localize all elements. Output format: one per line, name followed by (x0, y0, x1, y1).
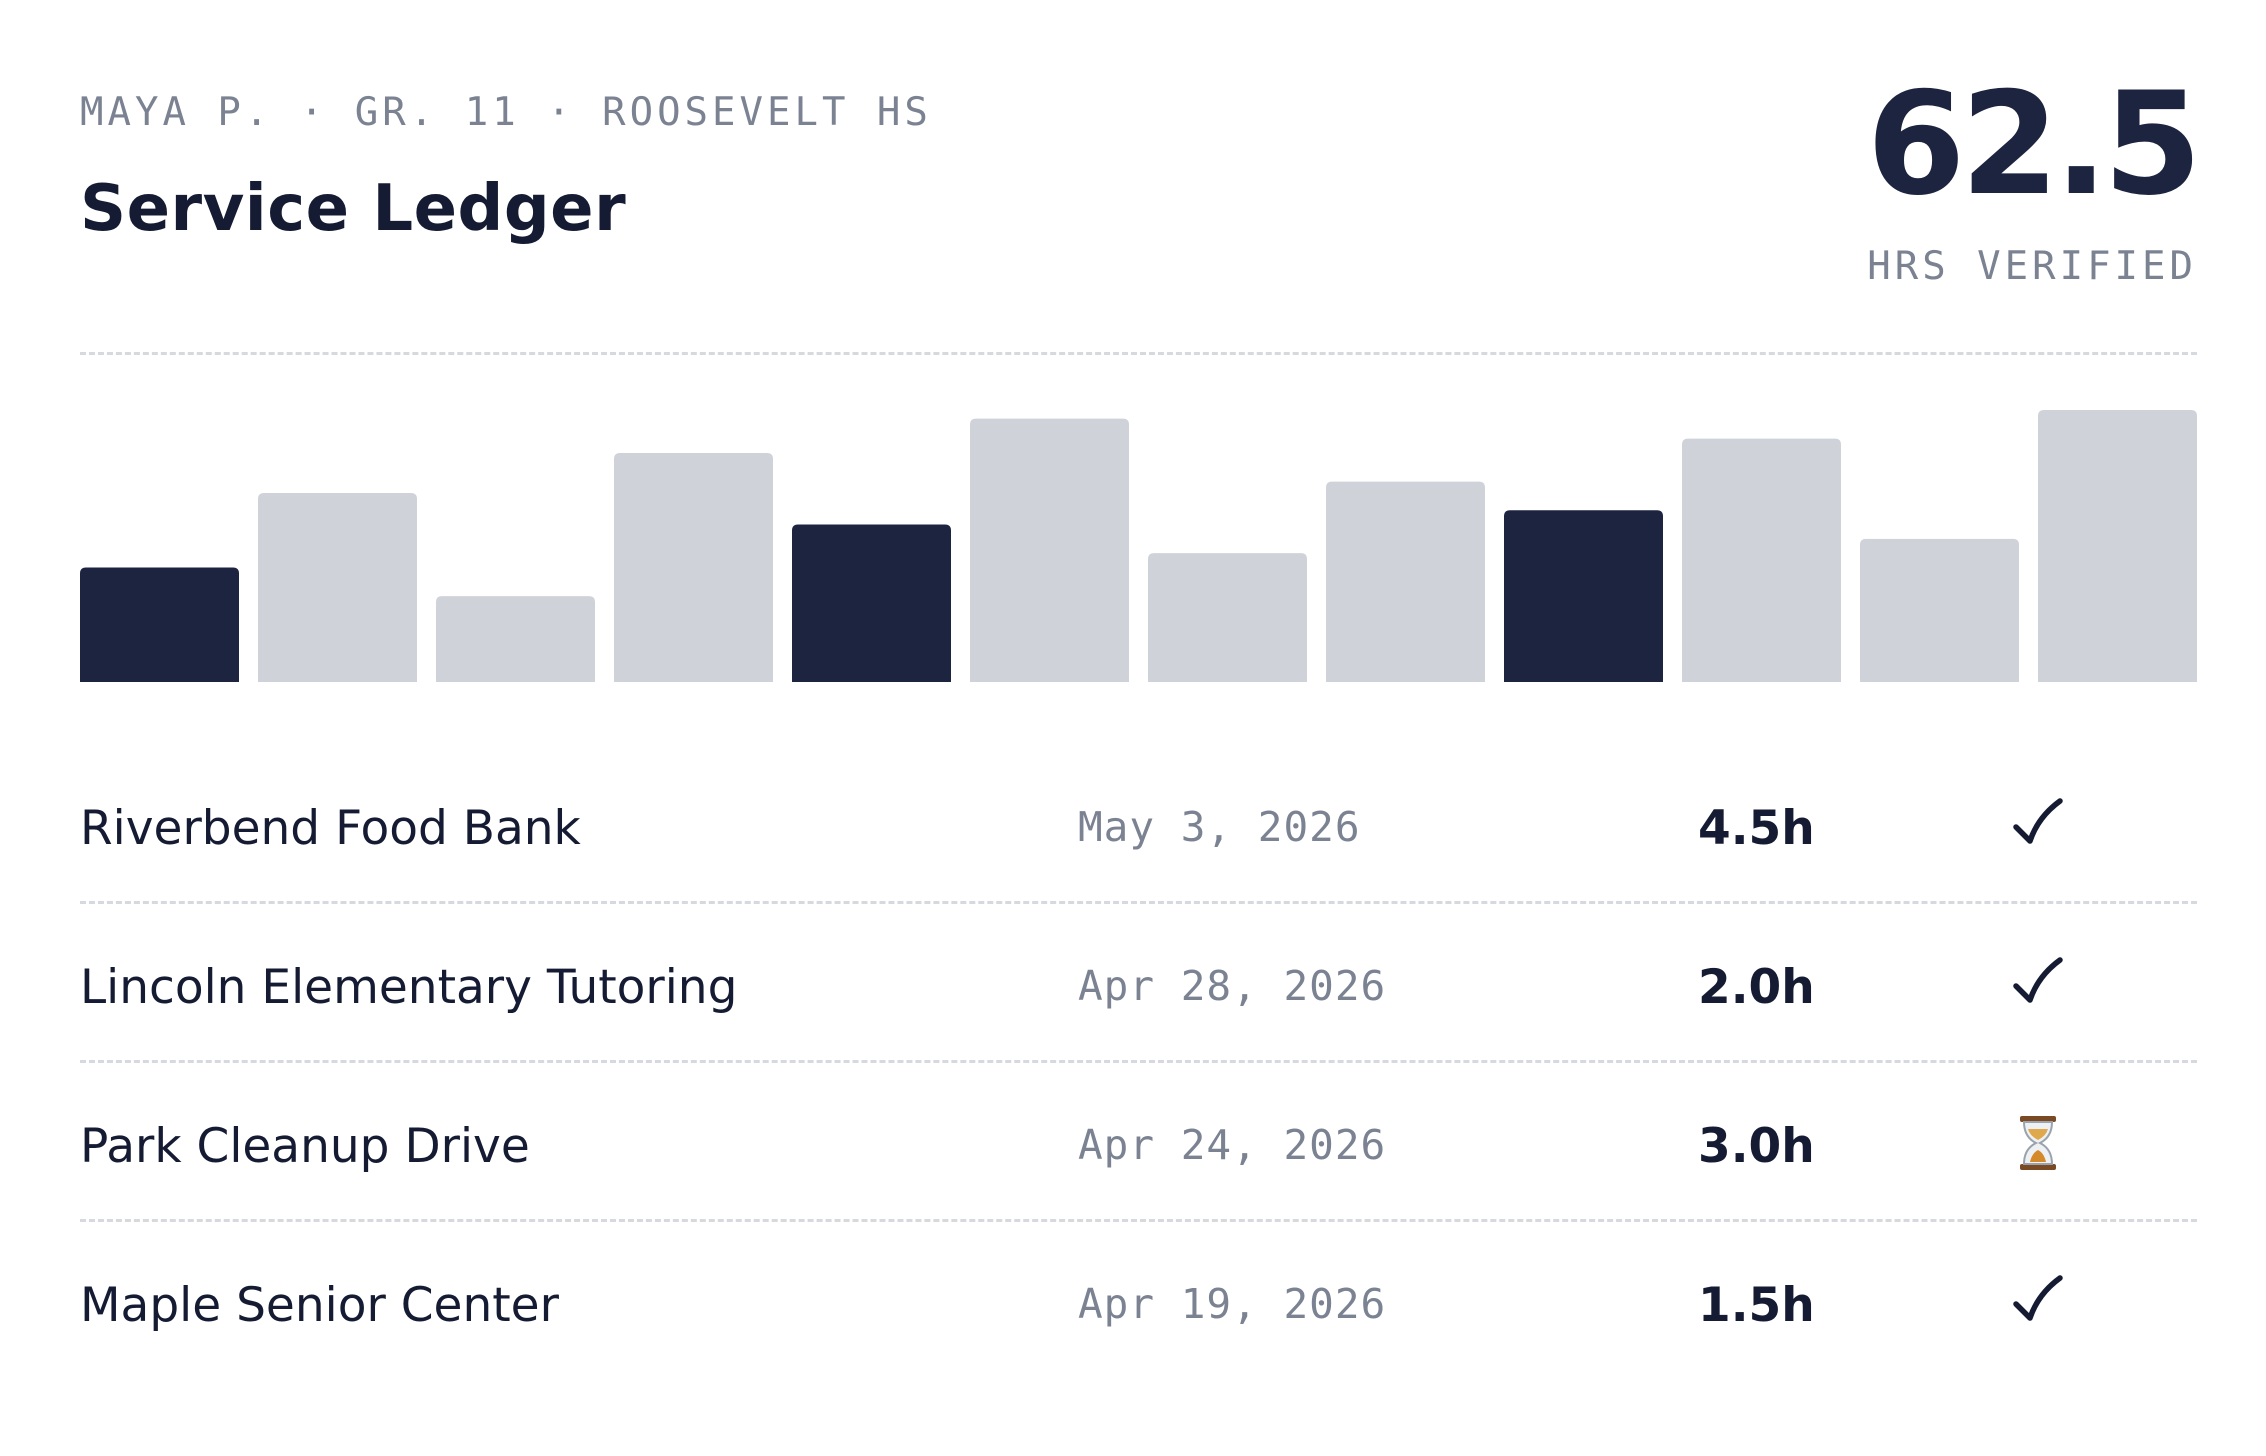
chart-bar-8 (1326, 481, 1485, 682)
service-ledger-card: MAYA P. · GR. 11 · ROOSEVELT HS Service … (80, 0, 2202, 1456)
chart-bar-7 (1148, 553, 1307, 682)
entry-date: May 3, 2026 (1078, 803, 1361, 851)
ledger-row[interactable]: Lincoln Elementary Tutoring Apr 28, 2026… (80, 904, 2197, 1063)
ledger-row[interactable]: Riverbend Food Bank May 3, 2026 4.5h (80, 745, 2197, 904)
entry-date: Apr 28, 2026 (1078, 962, 1387, 1010)
chart-bar-5 (792, 524, 951, 682)
hourglass-icon (2008, 1113, 2068, 1173)
chart-bar-12 (2038, 410, 2197, 682)
ledger-list: Riverbend Food Bank May 3, 2026 4.5h Lin… (80, 745, 2197, 1381)
chart-bar-3 (436, 596, 595, 682)
header-divider (80, 352, 2197, 355)
row-divider (80, 1219, 2197, 1222)
student-meta: MAYA P. · GR. 11 · ROOSEVELT HS (80, 90, 932, 135)
total-hours: 62.5 (1866, 62, 2202, 227)
ledger-row[interactable]: Maple Senior Center Apr 19, 2026 1.5h (80, 1222, 2197, 1381)
total-hours-label: HRS VERIFIED (1867, 244, 2197, 289)
row-divider (80, 1060, 2197, 1063)
ledger-row[interactable]: Park Cleanup Drive Apr 24, 2026 3.0h (80, 1063, 2197, 1222)
entry-date: Apr 24, 2026 (1078, 1121, 1387, 1169)
hours-bar-chart (80, 410, 2197, 682)
chart-bar-10 (1682, 438, 1841, 682)
checkmark-icon (2008, 795, 2068, 855)
entry-date: Apr 19, 2026 (1078, 1280, 1387, 1328)
hours-bar-chart-svg (80, 410, 2197, 682)
page-title: Service Ledger (80, 172, 627, 246)
entry-name: Park Cleanup Drive (80, 1119, 530, 1174)
checkmark-icon (2008, 1272, 2068, 1332)
chart-bar-11 (1860, 538, 2019, 682)
chart-bar-2 (258, 493, 417, 682)
entry-hours: 3.0h (1698, 1119, 1815, 1174)
checkmark-icon (2008, 954, 2068, 1014)
chart-bar-1 (80, 567, 239, 682)
row-divider (80, 901, 2197, 904)
entry-name: Lincoln Elementary Tutoring (80, 960, 738, 1015)
chart-bar-9 (1504, 510, 1663, 682)
entry-name: Riverbend Food Bank (80, 801, 581, 856)
entry-hours: 4.5h (1698, 801, 1815, 856)
chart-bar-4 (614, 452, 773, 682)
ledger-header: MAYA P. · GR. 11 · ROOSEVELT HS Service … (80, 0, 2202, 300)
chart-bar-6 (970, 418, 1129, 682)
entry-name: Maple Senior Center (80, 1278, 559, 1333)
entry-hours: 2.0h (1698, 960, 1815, 1015)
entry-hours: 1.5h (1698, 1278, 1815, 1333)
